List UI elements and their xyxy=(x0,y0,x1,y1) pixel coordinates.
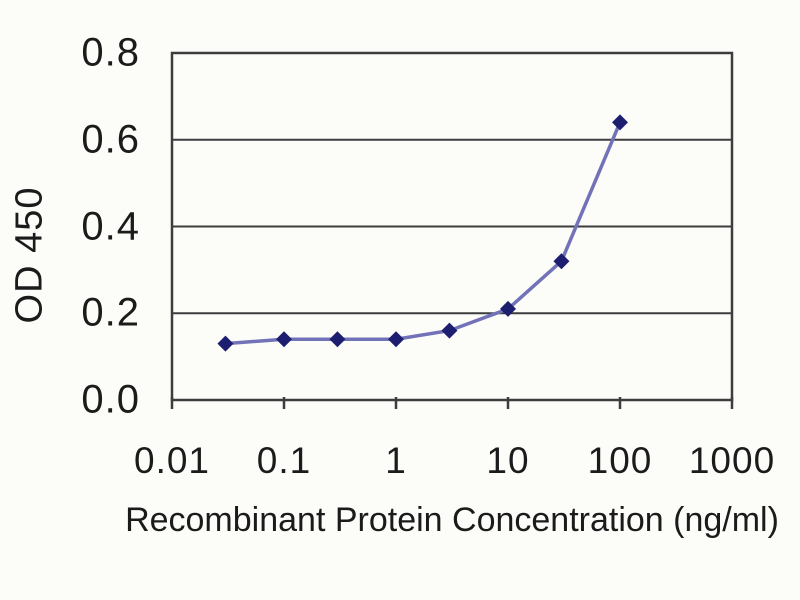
y-tick-label: 0.6 xyxy=(81,117,140,162)
data-point-marker xyxy=(441,322,458,339)
plot-border xyxy=(170,51,734,402)
y-tick-label: 0.4 xyxy=(81,204,140,248)
data-point-marker xyxy=(388,331,404,348)
series-line xyxy=(225,121,622,346)
y-tick-label: 0.8 xyxy=(81,30,140,75)
x-tick-label: 0.1 xyxy=(256,440,312,481)
y-tick-label: 0.0 xyxy=(81,377,140,422)
y-tick-label: 0.2 xyxy=(81,290,140,335)
data-point-marker xyxy=(553,253,570,270)
x-tick-label: 100 xyxy=(587,440,653,481)
x-tick-label: 1000 xyxy=(688,440,776,481)
data-point-marker xyxy=(612,114,628,131)
x-tick-label: 10 xyxy=(486,440,530,481)
data-point-marker xyxy=(217,335,234,352)
plot-area xyxy=(170,51,734,409)
x-tick-label: 1 xyxy=(385,440,407,481)
data-point-marker xyxy=(329,331,346,348)
data-point-marker xyxy=(500,300,516,317)
x-tick-label: 0.01 xyxy=(133,440,211,481)
data-point-marker xyxy=(276,331,292,348)
x-axis-title: Recombinant Protein Concentration (ng/ml… xyxy=(125,501,779,539)
plot-canvas xyxy=(170,51,734,409)
